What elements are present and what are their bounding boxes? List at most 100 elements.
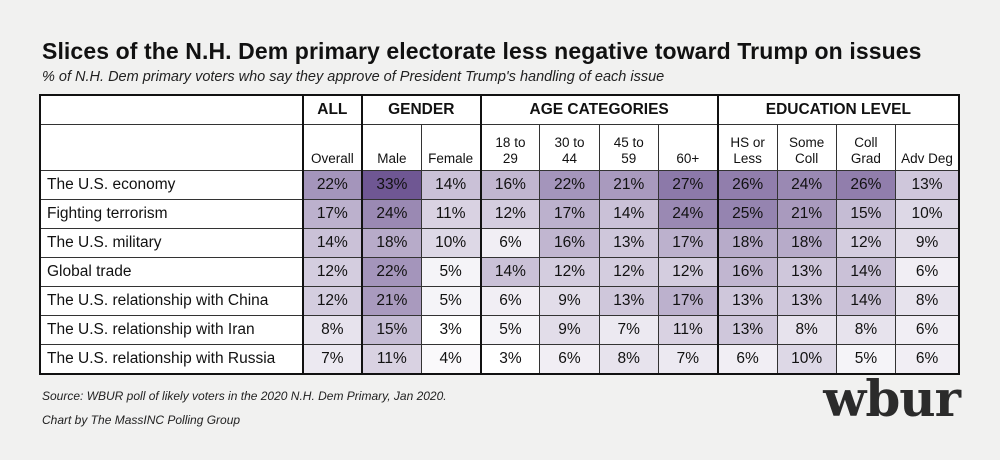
- value-cell: 12%: [479, 199, 541, 229]
- column-header: Some Coll: [776, 124, 837, 171]
- value-cell: 6%: [479, 228, 541, 258]
- value-cell: 10%: [776, 344, 837, 375]
- value-cell: 16%: [479, 170, 541, 200]
- value-cell: 21%: [598, 170, 659, 200]
- column-header-line: Adv Deg: [901, 151, 953, 166]
- value-cell: 12%: [301, 286, 363, 316]
- column-header-line: 45 to: [613, 135, 644, 150]
- value-cell: 22%: [539, 170, 600, 200]
- table-row: The U.S. relationship with China 12% 21% 5%…: [39, 286, 960, 316]
- group-header-row: ALL GENDER AGE CATEGORIES EDUCATION LEVEL: [39, 94, 960, 125]
- row-label: The U.S. economy: [39, 170, 304, 200]
- value-cell: 33%: [360, 170, 422, 200]
- value-cell: 16%: [539, 228, 600, 258]
- value-cell: 18%: [716, 228, 778, 258]
- value-cell: 10%: [895, 199, 960, 229]
- value-cell: 12%: [301, 257, 363, 287]
- column-header-line: 29: [502, 151, 518, 166]
- column-header-line: 60+: [676, 151, 700, 166]
- chart-subtitle: % of N.H. Dem primary voters who say the…: [42, 69, 665, 85]
- value-cell: 5%: [420, 286, 482, 316]
- value-cell: 13%: [895, 170, 960, 200]
- value-cell: 6%: [716, 344, 778, 375]
- column-header: 45 to 59: [598, 124, 659, 171]
- value-cell: 17%: [539, 199, 600, 229]
- value-cell: 14%: [835, 257, 897, 287]
- row-label: The U.S. relationship with China: [39, 286, 304, 316]
- value-cell: 9%: [539, 286, 600, 316]
- column-header-line: 18 to: [495, 135, 526, 150]
- group-header: EDUCATION LEVEL: [716, 94, 960, 125]
- value-cell: 11%: [360, 344, 422, 375]
- column-header-line: Some: [789, 135, 825, 150]
- value-cell: 7%: [598, 315, 659, 345]
- value-cell: 17%: [657, 286, 719, 316]
- table-row: The U.S. economy 22% 33% 14% 16% 22% 21% 27% 26%…: [39, 170, 960, 200]
- group-header: ALL: [301, 94, 363, 125]
- value-cell: 15%: [360, 315, 422, 345]
- column-header: HS or Less: [716, 124, 778, 171]
- value-cell: 8%: [895, 286, 960, 316]
- value-cell: 9%: [895, 228, 960, 258]
- value-cell: 8%: [301, 315, 363, 345]
- column-header-line: Overall: [310, 151, 354, 166]
- value-cell: 3%: [420, 315, 482, 345]
- column-header-line: 44: [561, 151, 577, 166]
- value-cell: 21%: [776, 199, 837, 229]
- corner-cell: [39, 124, 304, 171]
- table-row: The U.S. military 14% 18% 10% 6% 16% 13% 17% 18%…: [39, 228, 960, 258]
- source-note: Source: WBUR poll of likely voters in th…: [42, 389, 447, 403]
- value-cell: 6%: [539, 344, 600, 375]
- column-header-line: HS or: [730, 135, 765, 150]
- value-cell: 14%: [598, 199, 659, 229]
- value-cell: 4%: [420, 344, 482, 375]
- value-cell: 12%: [539, 257, 600, 287]
- value-cell: 18%: [360, 228, 422, 258]
- group-header: AGE CATEGORIES: [479, 94, 719, 125]
- value-cell: 13%: [598, 228, 659, 258]
- value-cell: 11%: [420, 199, 482, 229]
- value-cell: 12%: [657, 257, 719, 287]
- column-header-line: Female: [428, 151, 474, 166]
- credit-note: Chart by The MassINC Polling Group: [42, 413, 241, 427]
- value-cell: 3%: [479, 344, 541, 375]
- value-cell: 7%: [657, 344, 719, 375]
- row-label: Fighting terrorism: [39, 199, 304, 229]
- column-header: Adv Deg: [895, 124, 960, 171]
- value-cell: 14%: [420, 170, 482, 200]
- row-label: The U.S. military: [39, 228, 304, 258]
- value-cell: 10%: [420, 228, 482, 258]
- value-cell: 5%: [420, 257, 482, 287]
- value-cell: 14%: [835, 286, 897, 316]
- value-cell: 7%: [301, 344, 363, 375]
- value-cell: 26%: [835, 170, 897, 200]
- value-cell: 8%: [598, 344, 659, 375]
- chart-title: Slices of the N.H. Dem primary electorat…: [42, 38, 922, 64]
- row-label: The U.S. relationship with Russia: [39, 344, 304, 375]
- value-cell: 26%: [716, 170, 778, 200]
- column-header: Overall: [301, 124, 363, 171]
- column-header-line: Coll: [854, 135, 878, 150]
- value-cell: 14%: [479, 257, 541, 287]
- value-cell: 8%: [776, 315, 837, 345]
- value-cell: 18%: [776, 228, 837, 258]
- column-header-row: Overall Male Female 18 to 29 30 to 44 45 to 59 60…: [39, 124, 960, 171]
- value-cell: 17%: [657, 228, 719, 258]
- value-cell: 13%: [598, 286, 659, 316]
- row-label: The U.S. relationship with Iran: [39, 315, 304, 345]
- value-cell: 22%: [360, 257, 422, 287]
- column-header-line: Less: [733, 151, 762, 166]
- column-header: Coll Grad: [835, 124, 897, 171]
- value-cell: 11%: [657, 315, 719, 345]
- value-cell: 12%: [835, 228, 897, 258]
- table-row: The U.S. relationship with Russia 7% 11% 4%…: [39, 344, 960, 375]
- column-header: Female: [420, 124, 482, 171]
- column-header-line: Male: [377, 151, 407, 166]
- value-cell: 22%: [301, 170, 363, 200]
- value-cell: 14%: [301, 228, 363, 258]
- column-header: 18 to 29: [479, 124, 541, 171]
- value-cell: 17%: [301, 199, 363, 229]
- value-cell: 13%: [776, 286, 837, 316]
- value-cell: 6%: [479, 286, 541, 316]
- value-cell: 8%: [835, 315, 897, 345]
